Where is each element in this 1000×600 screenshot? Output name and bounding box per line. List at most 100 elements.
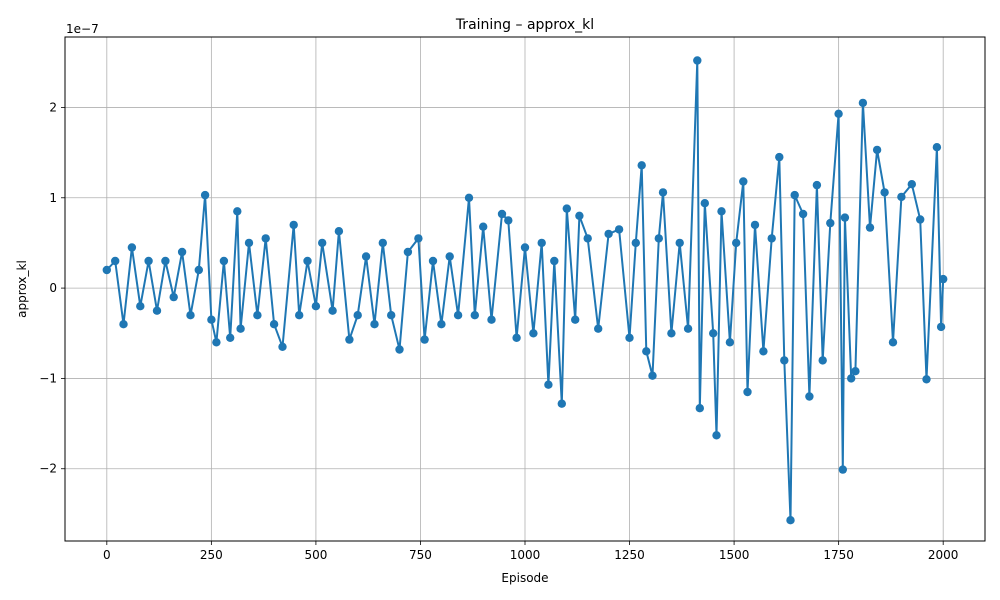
y-tick-label: 0 xyxy=(49,281,57,295)
data-point xyxy=(709,329,718,338)
data-point xyxy=(144,256,153,266)
data-point xyxy=(311,302,321,311)
data-point xyxy=(127,243,137,252)
x-tick-label: 750 xyxy=(409,548,432,562)
data-point xyxy=(775,152,784,162)
data-point xyxy=(512,333,521,342)
x-tick-label: 250 xyxy=(200,548,223,562)
data-point xyxy=(648,371,657,380)
data-point xyxy=(834,109,843,119)
data-point xyxy=(520,243,530,252)
data-point xyxy=(453,311,463,320)
y-offset-label: 1e−7 xyxy=(66,22,99,36)
data-point xyxy=(102,265,112,275)
data-point xyxy=(805,392,814,401)
data-point xyxy=(207,315,216,324)
data-point xyxy=(403,247,413,257)
data-point xyxy=(233,207,242,216)
data-point xyxy=(152,306,162,315)
chart-title: Training – approx_kl xyxy=(455,17,594,33)
x-tick-label: 1250 xyxy=(614,548,645,562)
y-axis-ticks: −2 −1 0 1 2 xyxy=(39,100,65,476)
data-point xyxy=(557,399,566,408)
data-point xyxy=(470,311,479,320)
data-point xyxy=(437,320,446,329)
data-point xyxy=(186,311,195,320)
data-point xyxy=(370,320,379,329)
data-point xyxy=(428,256,438,266)
x-tick-label: 1500 xyxy=(719,548,750,562)
x-tick-label: 1000 xyxy=(510,548,541,562)
data-point xyxy=(420,335,429,344)
data-point xyxy=(631,238,640,248)
data-point xyxy=(278,342,287,351)
data-point xyxy=(604,229,613,239)
data-point xyxy=(818,356,827,365)
data-point xyxy=(780,356,789,365)
data-point xyxy=(318,238,327,248)
data-point xyxy=(936,322,946,332)
data-point xyxy=(361,252,371,261)
data-point xyxy=(922,375,931,384)
data-point xyxy=(851,367,860,376)
data-point xyxy=(790,190,799,200)
data-point xyxy=(700,199,709,208)
x-tick-label: 2000 xyxy=(928,548,959,562)
data-point xyxy=(717,207,726,216)
data-point xyxy=(575,211,584,220)
data-point xyxy=(414,234,423,243)
data-point xyxy=(253,311,262,320)
y-axis-label: approx_kl xyxy=(15,260,29,318)
data-point xyxy=(683,324,693,333)
data-point xyxy=(712,431,721,440)
data-point xyxy=(654,234,663,243)
series-approx-kl xyxy=(102,56,948,525)
y-tick-label: 2 xyxy=(49,100,57,114)
data-point xyxy=(693,56,702,65)
data-point xyxy=(725,338,735,347)
x-tick-label: 500 xyxy=(304,548,327,562)
data-point xyxy=(739,177,748,186)
data-point xyxy=(169,292,178,302)
data-point xyxy=(353,311,362,320)
data-point xyxy=(614,225,624,234)
data-point xyxy=(544,380,553,389)
data-point xyxy=(345,335,354,344)
data-point xyxy=(395,345,404,354)
data-point xyxy=(378,238,387,248)
data-point xyxy=(767,234,776,243)
data-point xyxy=(847,374,856,383)
data-point xyxy=(289,220,298,230)
data-point xyxy=(840,213,850,222)
data-point xyxy=(562,204,571,213)
data-point xyxy=(812,180,822,190)
data-point xyxy=(212,338,221,347)
data-point xyxy=(236,324,245,333)
data-point xyxy=(504,216,513,225)
data-point xyxy=(916,215,925,224)
x-axis-ticks: 0 250 500 750 1000 1250 1500 1750 2000 xyxy=(103,541,958,562)
data-point xyxy=(479,222,488,231)
data-point xyxy=(675,238,684,248)
data-point xyxy=(732,238,741,248)
data-point xyxy=(826,218,835,228)
data-point xyxy=(136,302,145,311)
y-tick-label: −2 xyxy=(39,462,57,476)
data-point xyxy=(244,238,254,248)
data-point xyxy=(269,320,279,329)
data-point xyxy=(888,338,898,347)
data-point xyxy=(261,234,270,243)
data-point xyxy=(642,347,651,356)
data-point xyxy=(838,465,847,474)
data-point xyxy=(177,247,187,257)
data-point xyxy=(537,238,546,248)
data-point xyxy=(658,188,668,197)
data-point xyxy=(637,161,646,170)
data-point xyxy=(872,145,882,155)
data-point xyxy=(858,98,868,108)
y-tick-label: −1 xyxy=(39,371,57,385)
data-point xyxy=(571,315,580,324)
data-point xyxy=(786,516,795,525)
data-point xyxy=(328,306,337,315)
